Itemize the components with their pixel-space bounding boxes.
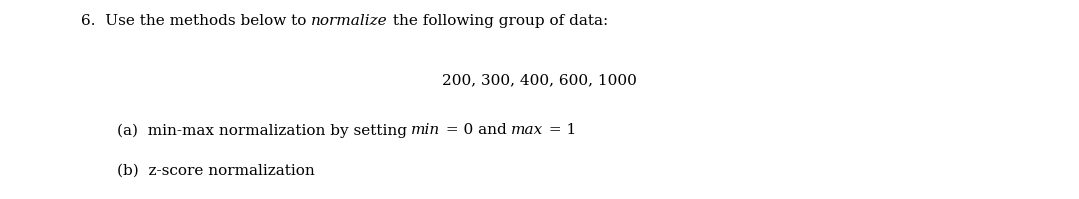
Text: normalize: normalize xyxy=(311,14,387,28)
Text: = 0 and: = 0 and xyxy=(440,123,511,137)
Text: 200, 300, 400, 600, 1000: 200, 300, 400, 600, 1000 xyxy=(442,74,637,88)
Text: = 1: = 1 xyxy=(544,123,576,137)
Text: min: min xyxy=(411,123,440,137)
Text: max: max xyxy=(511,123,544,137)
Text: 6.  Use the methods below to: 6. Use the methods below to xyxy=(81,14,311,28)
Text: (a)  min-max normalization by setting: (a) min-max normalization by setting xyxy=(117,123,411,138)
Text: (b)  z-score normalization: (b) z-score normalization xyxy=(117,163,314,177)
Text: the following group of data:: the following group of data: xyxy=(387,14,609,28)
